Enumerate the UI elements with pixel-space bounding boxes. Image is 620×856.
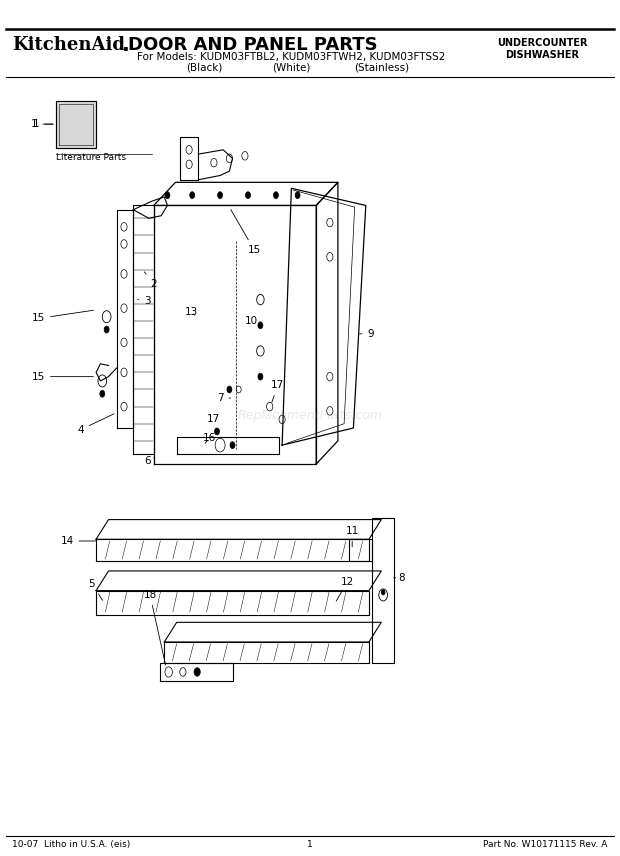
Circle shape bbox=[104, 326, 109, 333]
Text: DISHWASHER: DISHWASHER bbox=[505, 50, 580, 60]
Text: 15: 15 bbox=[231, 210, 261, 255]
Text: 1: 1 bbox=[307, 841, 313, 849]
Text: For Models: KUDM03FTBL2, KUDM03FTWH2, KUDM03FTSS2: For Models: KUDM03FTBL2, KUDM03FTWH2, KU… bbox=[137, 52, 446, 62]
Circle shape bbox=[194, 668, 200, 676]
Text: DOOR AND PANEL PARTS: DOOR AND PANEL PARTS bbox=[128, 36, 378, 55]
Polygon shape bbox=[56, 101, 96, 148]
Text: 17: 17 bbox=[207, 414, 221, 431]
Text: 4: 4 bbox=[78, 413, 114, 435]
Circle shape bbox=[381, 590, 385, 595]
Text: 18: 18 bbox=[143, 590, 166, 665]
Text: Literature Parts: Literature Parts bbox=[56, 153, 126, 163]
Circle shape bbox=[258, 322, 263, 329]
Text: 7: 7 bbox=[217, 393, 231, 403]
Circle shape bbox=[227, 386, 232, 393]
Text: .: . bbox=[122, 35, 130, 56]
Text: 1: 1 bbox=[33, 119, 53, 129]
Text: 8: 8 bbox=[394, 573, 405, 583]
Text: 12: 12 bbox=[336, 577, 354, 601]
Text: UNDERCOUNTER: UNDERCOUNTER bbox=[497, 38, 588, 48]
Circle shape bbox=[190, 192, 195, 199]
Text: 3: 3 bbox=[138, 296, 151, 306]
Text: 1: 1 bbox=[31, 119, 53, 129]
Text: ReplacementParts.com: ReplacementParts.com bbox=[237, 408, 383, 422]
Text: 10-07  Litho in U.S.A. (eis): 10-07 Litho in U.S.A. (eis) bbox=[12, 841, 131, 849]
Text: 17: 17 bbox=[271, 380, 285, 402]
Circle shape bbox=[273, 192, 278, 199]
Text: KitchenAid: KitchenAid bbox=[12, 36, 125, 55]
Circle shape bbox=[218, 192, 223, 199]
Text: 10: 10 bbox=[244, 316, 262, 326]
Text: 2: 2 bbox=[144, 272, 157, 289]
Text: (Stainless): (Stainless) bbox=[354, 62, 409, 73]
Text: 14: 14 bbox=[60, 536, 97, 546]
Circle shape bbox=[258, 373, 263, 380]
Circle shape bbox=[295, 192, 300, 199]
Text: 13: 13 bbox=[184, 307, 198, 318]
Text: 5: 5 bbox=[89, 579, 103, 600]
Text: 11: 11 bbox=[345, 526, 359, 547]
Text: 9: 9 bbox=[360, 329, 374, 339]
Text: (Black): (Black) bbox=[187, 62, 223, 73]
Circle shape bbox=[246, 192, 250, 199]
Text: Part No. W10171115 Rev. A: Part No. W10171115 Rev. A bbox=[483, 841, 608, 849]
Text: 15: 15 bbox=[32, 372, 94, 382]
Text: 15: 15 bbox=[32, 310, 94, 324]
Circle shape bbox=[215, 428, 219, 435]
Text: 16: 16 bbox=[203, 433, 216, 443]
Circle shape bbox=[230, 442, 235, 449]
Text: 6: 6 bbox=[144, 455, 154, 466]
Text: (White): (White) bbox=[272, 62, 311, 73]
Circle shape bbox=[165, 192, 170, 199]
Circle shape bbox=[100, 390, 105, 397]
